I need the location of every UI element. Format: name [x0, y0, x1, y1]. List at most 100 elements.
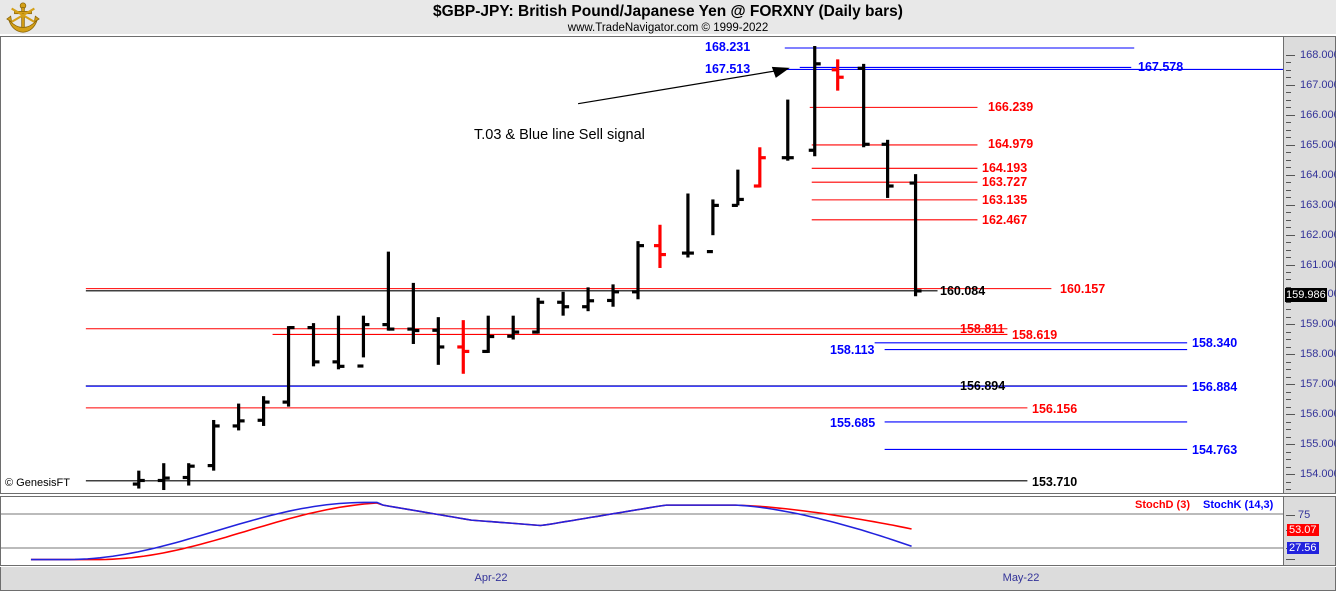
price-axis-minor-tick	[1286, 369, 1291, 371]
ohlc-bar[interactable]	[257, 396, 270, 426]
price-level-label-mid: 160.084	[940, 283, 986, 298]
price-axis-label: 157.000	[1300, 378, 1336, 391]
price-axis-minor-tick	[1286, 406, 1291, 408]
price-chart-panel[interactable]: T.03 & Blue line Sell signal © GenesisFT	[0, 36, 1284, 494]
ohlc-bar[interactable]	[909, 174, 922, 297]
ohlc-bar[interactable]	[706, 199, 719, 254]
price-axis[interactable]: 159.986 168.000 167.000 166.000 165.000 164.…	[1284, 36, 1336, 494]
price-axis-minor-tick	[1286, 257, 1291, 259]
stochd-line	[30, 502, 912, 561]
price-level-label-right: 164.193	[982, 160, 1028, 175]
ohlc-bar[interactable]	[482, 315, 495, 354]
price-axis-minor-tick	[1286, 459, 1291, 461]
stochd-value-marker: 53.07	[1287, 523, 1319, 536]
price-level-label-mid: 158.811	[960, 322, 1005, 337]
annotation-arrow-icon	[578, 66, 790, 105]
price-level-label-right: 154.763	[1192, 443, 1238, 458]
ohlc-bar[interactable]	[457, 320, 470, 374]
price-level-label-right: 158.340	[1192, 336, 1238, 351]
price-axis-minor-tick	[1286, 137, 1291, 139]
price-axis-tick	[1286, 384, 1295, 386]
price-chart-canvas	[85, 45, 1283, 491]
stoch-axis-tick	[1286, 558, 1295, 560]
price-axis-minor-tick	[1286, 227, 1291, 229]
ohlc-bar[interactable]	[407, 282, 420, 344]
price-axis-minor-tick	[1286, 391, 1291, 393]
ohlc-bar[interactable]	[207, 419, 220, 471]
price-axis-minor-tick	[1286, 122, 1291, 124]
time-label-apr: Apr-22	[474, 572, 508, 584]
price-axis-tick	[1286, 354, 1295, 356]
price-axis-minor-tick	[1286, 107, 1291, 109]
time-label-may: May-22	[1002, 572, 1040, 584]
price-axis-label: 166.000	[1300, 108, 1336, 121]
price-axis-minor-tick	[1286, 301, 1291, 303]
price-axis-label: 154.000	[1300, 468, 1336, 481]
price-axis-minor-tick	[1286, 376, 1291, 378]
ohlc-bar[interactable]	[808, 45, 821, 157]
ohlc-bar[interactable]	[607, 284, 620, 307]
legend-stochk[interactable]: StochK (14,3)	[1203, 499, 1274, 511]
price-axis-minor-tick	[1286, 212, 1291, 214]
price-axis-label: 155.000	[1300, 438, 1336, 451]
ohlc-bar[interactable]	[881, 139, 894, 198]
price-axis-minor-tick	[1286, 279, 1291, 281]
ohlc-bar[interactable]	[632, 241, 644, 300]
price-axis-minor-tick	[1286, 339, 1291, 341]
price-axis-label: 168.000	[1300, 48, 1336, 61]
stochastic-axis[interactable]: 75 53.07 27.56	[1284, 496, 1336, 566]
price-axis-tick	[1286, 444, 1295, 446]
price-axis-minor-tick	[1286, 92, 1291, 94]
ohlc-bar[interactable]	[681, 193, 694, 258]
ohlc-bar[interactable]	[157, 463, 170, 491]
ohlc-bar[interactable]	[357, 315, 370, 368]
price-level-label-right: 164.979	[988, 137, 1034, 152]
price-axis-minor-tick	[1286, 99, 1291, 101]
price-level-label-right: 162.467	[982, 212, 1028, 227]
price-axis-minor-tick	[1286, 429, 1291, 431]
ohlc-bar[interactable]	[182, 463, 195, 486]
ohlc-bar[interactable]	[753, 147, 766, 188]
price-axis-minor-tick	[1286, 271, 1291, 273]
price-axis-tick	[1286, 84, 1295, 86]
price-axis-minor-tick	[1286, 346, 1291, 348]
price-axis-minor-tick	[1286, 309, 1291, 311]
chart-subtitle: www.TradeNavigator.com © 1999-2022	[567, 22, 769, 34]
ohlc-bar[interactable]	[532, 297, 545, 334]
ohlc-bar[interactable]	[653, 224, 666, 268]
price-axis-tick	[1286, 264, 1295, 266]
price-axis-tick	[1286, 234, 1295, 236]
ohlc-bar[interactable]	[831, 59, 844, 91]
stochastic-panel[interactable]: StochD (3) StochK (14,3)	[0, 496, 1284, 566]
price-axis-minor-tick	[1286, 159, 1291, 161]
ohlc-bar[interactable]	[232, 403, 245, 431]
price-axis-minor-tick	[1286, 399, 1291, 401]
stoch-axis-tick	[1286, 514, 1295, 516]
price-level-label-right: 163.727	[982, 174, 1028, 189]
price-axis-minor-tick	[1286, 249, 1291, 251]
ohlc-bar[interactable]	[557, 291, 570, 316]
price-axis-minor-tick	[1286, 189, 1291, 191]
ohlc-bar[interactable]	[781, 99, 794, 161]
price-axis-label: 161.000	[1300, 258, 1336, 271]
price-axis-minor-tick	[1286, 152, 1291, 154]
price-axis-label: 156.000	[1300, 408, 1336, 421]
price-axis-label: 162.000	[1300, 228, 1336, 241]
ohlc-bar[interactable]	[332, 315, 345, 370]
price-axis-minor-tick	[1286, 77, 1291, 79]
ohlc-bar[interactable]	[307, 323, 320, 367]
price-level-label-right: 167.578	[1138, 59, 1184, 74]
time-axis[interactable]: Apr-22 May-22	[0, 567, 1336, 591]
ohlc-bar[interactable]	[507, 315, 520, 340]
ohlc-bar[interactable]	[382, 251, 395, 331]
price-axis-minor-tick	[1286, 489, 1291, 490]
ohlc-bar[interactable]	[857, 63, 870, 148]
legend-stochd[interactable]: StochD (3)	[1135, 499, 1190, 511]
price-axis-label: 159.000	[1300, 318, 1336, 331]
ohlc-bar[interactable]	[282, 325, 295, 407]
ohlc-bar[interactable]	[132, 470, 145, 489]
ohlc-bar[interactable]	[432, 317, 445, 365]
ohlc-bar[interactable]	[582, 287, 595, 312]
ohlc-bar[interactable]	[731, 169, 744, 207]
